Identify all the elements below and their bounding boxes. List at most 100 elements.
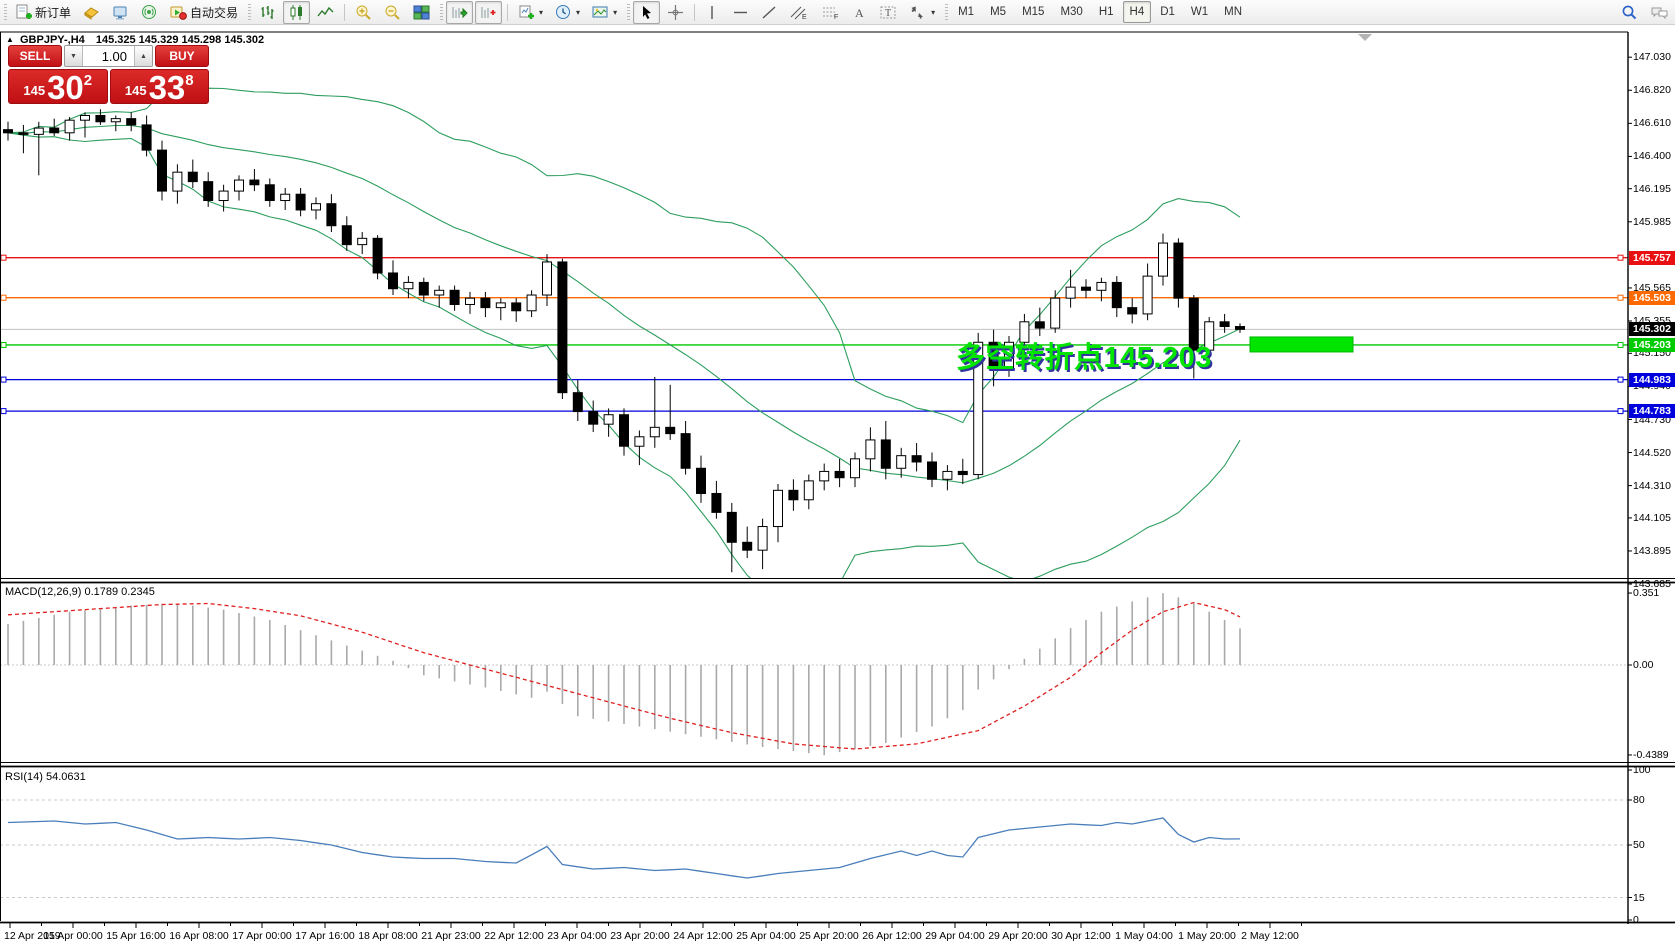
timeframe-button-m5[interactable]: M5 (990, 6, 1007, 18)
candle-bullish (403, 281, 414, 290)
candle-bearish (696, 467, 706, 494)
tile-windows-button[interactable] (408, 1, 435, 24)
new-chart-button[interactable]: ▾ (513, 1, 548, 24)
chart-background (0, 24, 1675, 949)
volume-stepper: ▼ 1.00 ▲ (64, 45, 153, 67)
auto-scroll-icon (451, 4, 468, 21)
arrows-tool[interactable]: ▾ (905, 1, 940, 24)
timeframe-button-m1[interactable]: M1 (958, 6, 975, 18)
timeframe-button-h1[interactable]: H1 (1098, 6, 1114, 18)
candle-bearish (295, 193, 306, 211)
chart-annotation-text[interactable]: 多空转折点145.203 (956, 342, 1212, 374)
auto-trading-label: 自动交易 (190, 5, 239, 20)
volume-increase-button[interactable]: ▲ (134, 46, 152, 66)
text-label-tool[interactable]: T (874, 1, 903, 24)
price-tick-label: 146.400 (1633, 150, 1671, 163)
hline-handle[interactable] (1617, 294, 1624, 301)
chart-shift-button[interactable] (475, 0, 503, 24)
candle-bearish (588, 411, 599, 425)
volume-decrease-button[interactable]: ▼ (65, 46, 83, 66)
tile-windows-icon (413, 4, 430, 21)
time-axis-label: 21 Apr 23:00 (421, 930, 481, 942)
auto-scroll-button[interactable] (446, 0, 474, 24)
templates-button[interactable]: ▾ (587, 1, 622, 24)
time-axis-label: 1 May 20:00 (1178, 930, 1236, 942)
trendline-tool[interactable] (756, 1, 783, 24)
zoom-out-button[interactable] (379, 1, 406, 24)
ohlc-bars-icon (259, 4, 276, 21)
price-badge-145.302[interactable]: 145.302 (1629, 322, 1675, 337)
clock-icon (555, 4, 572, 21)
candlestick-chart-button[interactable] (283, 0, 311, 24)
signal-icon (141, 4, 158, 21)
price-tick-label: 146.610 (1633, 117, 1671, 130)
pivot-highlight-bar[interactable] (1249, 336, 1354, 353)
price-tick-label: 144.105 (1633, 511, 1671, 524)
price-badge-144.983[interactable]: 144.983 (1629, 372, 1675, 387)
candle-bullish (757, 526, 768, 551)
candle-bullish (803, 480, 814, 501)
candle-bearish (1111, 281, 1122, 309)
price-badge-145.503[interactable]: 145.503 (1629, 290, 1675, 305)
collapse-icon[interactable]: ▲ (6, 35, 14, 44)
sell-price-tile[interactable]: 145 30 2 (8, 69, 108, 104)
hline-handle[interactable] (0, 294, 7, 301)
terminals-button[interactable] (107, 1, 134, 24)
chat-icon (1650, 4, 1669, 21)
search-button[interactable] (1616, 1, 1643, 24)
hline-handle[interactable] (1617, 408, 1624, 415)
buy-price-tile[interactable]: 145 33 8 (109, 69, 209, 104)
hline-handle[interactable] (0, 408, 7, 415)
terminal-icon (112, 4, 129, 21)
chevron-down-icon: ▾ (931, 7, 936, 17)
zoom-in-button[interactable] (350, 1, 377, 24)
candle-bullish (234, 179, 244, 192)
new-order-button[interactable]: 新订单 (10, 1, 76, 24)
candle-bearish (3, 129, 13, 134)
text-tool[interactable]: A (847, 1, 872, 24)
buy-button[interactable]: BUY (155, 45, 209, 67)
chart-header: ▲ GBPJPY-,H4 145.325 145.329 145.298 145… (6, 34, 264, 46)
sell-button[interactable]: SELL (8, 45, 62, 67)
candle-bearish (665, 426, 676, 435)
hline-handle[interactable] (1617, 341, 1624, 348)
new-order-label: 新订单 (35, 5, 72, 20)
crosshair-button[interactable] (662, 1, 689, 24)
candle-bullish (896, 455, 907, 469)
horizontal-line-icon (732, 4, 749, 21)
chat-button[interactable] (1645, 1, 1674, 24)
price-badge-144.783[interactable]: 144.783 (1629, 404, 1675, 419)
bar-chart-button[interactable] (254, 1, 281, 24)
time-axis-label: 30 Apr 12:00 (1051, 930, 1111, 942)
hline-handle[interactable] (1617, 254, 1624, 261)
layouts-button[interactable] (78, 1, 105, 24)
timeframe-button-h4[interactable]: H4 (1122, 1, 1152, 23)
timeframe-button-m30[interactable]: M30 (1060, 6, 1083, 18)
timeframe-button-w1[interactable]: W1 (1190, 6, 1209, 18)
horizontal-line-tool[interactable] (727, 1, 754, 24)
price-badge-145.757[interactable]: 145.757 (1629, 250, 1675, 265)
vertical-line-tool[interactable] (700, 1, 725, 24)
fibonacci-tool[interactable]: F (816, 1, 845, 24)
timeframe-button-mn[interactable]: MN (1224, 6, 1243, 18)
hline-handle[interactable] (1617, 376, 1624, 383)
candle-bullish (172, 171, 183, 192)
cursor-button[interactable] (633, 0, 661, 24)
timeframe-button-m15[interactable]: M15 (1022, 6, 1045, 18)
periods-button[interactable]: ▾ (550, 1, 585, 24)
volume-input[interactable]: 1.00 (101, 48, 127, 64)
line-chart-button[interactable] (312, 1, 339, 24)
channel-tool[interactable]: E (785, 1, 814, 24)
candle-bullish (311, 203, 321, 211)
price-badge-145.203[interactable]: 145.203 (1629, 338, 1675, 352)
timeframe-button-d1[interactable]: D1 (1160, 6, 1175, 18)
candle-bearish (711, 492, 722, 513)
hline-handle[interactable] (0, 376, 7, 383)
hline-handle[interactable] (0, 341, 7, 348)
price-tick-label: 144.520 (1633, 446, 1671, 459)
sell-price-big: 30 (47, 69, 84, 106)
signals-button[interactable] (136, 1, 163, 24)
auto-trading-button[interactable]: 自动交易 (165, 1, 243, 24)
candle-bullish (542, 261, 552, 296)
hline-handle[interactable] (0, 254, 7, 261)
